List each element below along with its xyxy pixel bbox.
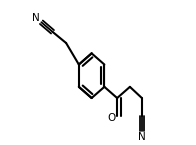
Text: N: N: [138, 132, 146, 142]
Text: N: N: [32, 13, 39, 23]
Text: O: O: [107, 113, 116, 123]
